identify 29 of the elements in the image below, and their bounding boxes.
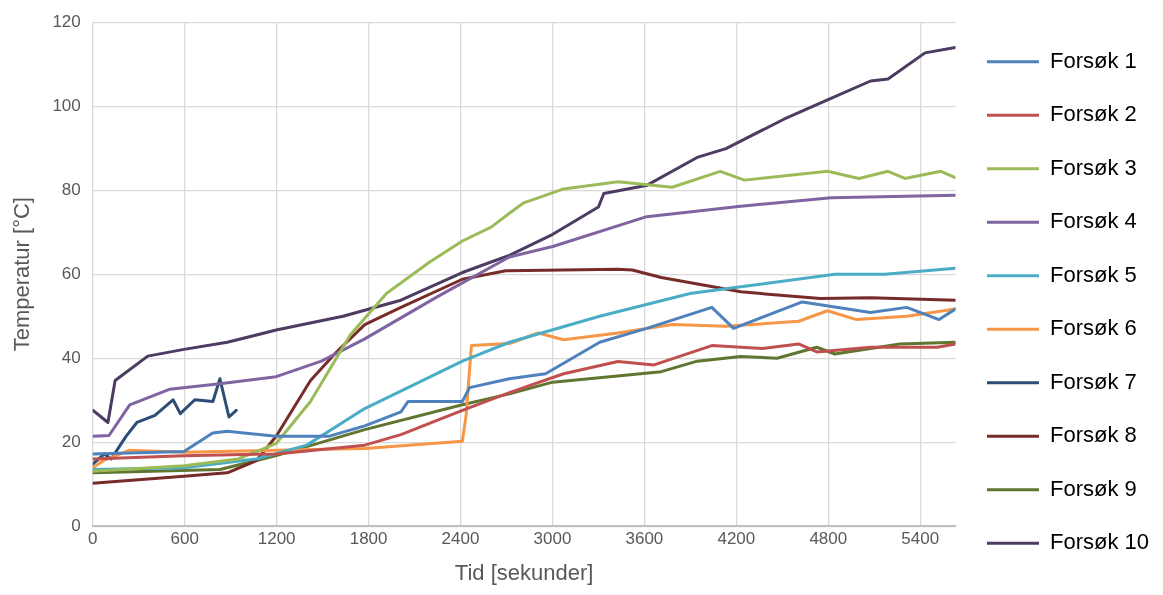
legend-label: Forsøk 6 (1049, 315, 1137, 341)
y-tick-label: 100 (52, 95, 81, 115)
x-axis-title: Tid [sekunder] (454, 559, 594, 585)
x-tick-label: 5400 (901, 529, 940, 549)
legend-label: Forsøk 10 (1049, 529, 1150, 555)
legend-label: Forsøk 5 (1049, 261, 1137, 287)
legend-label: Forsøk 9 (1049, 475, 1137, 501)
y-tick-label: 60 (61, 263, 81, 283)
x-tick-label: 2400 (441, 529, 480, 549)
legend-label: Forsøk 8 (1049, 422, 1137, 448)
x-tick-label: 4200 (717, 529, 756, 549)
x-tick-label: 1800 (349, 529, 388, 549)
legend-label: Forsøk 3 (1049, 154, 1137, 180)
y-tick-label: 0 (71, 515, 81, 535)
x-tick-label: 1200 (257, 529, 296, 549)
x-tick-label: 3600 (625, 529, 664, 549)
legend-label: Forsøk 1 (1049, 47, 1137, 73)
x-tick-label: 3000 (533, 529, 572, 549)
y-tick-label: 120 (52, 11, 81, 31)
legend-label: Forsøk 4 (1049, 208, 1137, 234)
x-tick-label: 600 (170, 529, 199, 549)
y-tick-label: 80 (61, 179, 81, 199)
x-tick-label: 4800 (809, 529, 848, 549)
legend-label: Forsøk 7 (1049, 368, 1137, 394)
x-tick-label: 0 (88, 529, 98, 549)
legend-label: Forsøk 2 (1049, 101, 1137, 127)
y-tick-label: 40 (61, 347, 81, 367)
y-axis-title: Temperatur [°C] (9, 197, 35, 352)
y-tick-label: 20 (61, 431, 81, 451)
